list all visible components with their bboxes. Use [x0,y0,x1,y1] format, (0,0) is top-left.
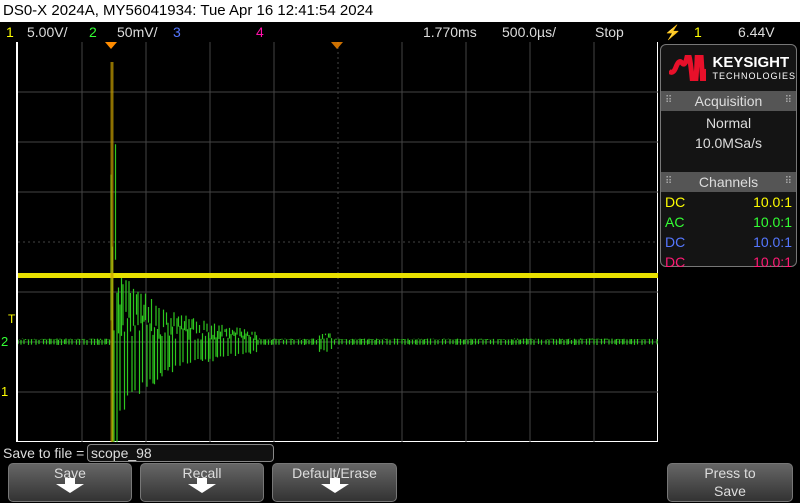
trigger-source[interactable]: 1 [694,22,702,42]
channel-row[interactable]: DC 10.0:1 [661,252,796,272]
acquisition-header[interactable]: Acquisition [661,91,796,111]
ch4-number[interactable]: 4 [256,22,264,42]
default-erase-softkey[interactable]: Default/Erase [272,463,397,502]
rising-edge-icon: ⚡ [664,22,681,42]
delay-reference-marker [331,42,343,49]
run-state[interactable]: Stop [595,22,624,42]
sample-rate: 10.0MSa/s [661,133,796,153]
probe-ratio: 10.0:1 [753,212,792,232]
trigger-position-marker [105,42,117,49]
side-panel: KEYSIGHT TECHNOLOGIES Acquisition Normal… [660,44,797,267]
ch3-number[interactable]: 3 [173,22,181,42]
arrow-down-icon [188,484,216,493]
recall-softkey[interactable]: Recall [140,463,264,502]
acquisition-mode: Normal [661,113,796,133]
ch1-scale[interactable]: 5.00V/ [27,22,67,42]
press-label-2: Save [668,482,792,500]
coupling: AC [665,212,684,232]
filename-input[interactable]: scope_98 [87,444,274,462]
channel-row[interactable]: AC 10.0:1 [661,212,796,232]
channel-row[interactable]: DC 10.0:1 [661,192,796,212]
trigger-level-marker[interactable]: T [8,312,15,326]
trigger-level[interactable]: 6.44V [738,22,775,42]
horizontal-delay[interactable]: 1.770ms [423,22,477,42]
ch1-number[interactable]: 1 [6,22,14,42]
probe-ratio: 10.0:1 [753,192,792,212]
ch2-scale[interactable]: 50mV/ [117,22,157,42]
ch2-ground-marker[interactable]: 2 [1,334,8,349]
timebase[interactable]: 500.0µs/ [502,22,556,42]
ch1-trace [18,273,658,278]
save-softkey[interactable]: Save [8,463,132,502]
window-title: DS0-X 2024A, MY56041934: Tue Apr 16 12:4… [0,0,800,22]
keysight-wave-icon [669,55,706,81]
coupling: DC [665,192,685,212]
channels-header[interactable]: Channels [661,172,796,192]
logo-brand: KEYSIGHT [712,55,796,71]
logo-sub: TECHNOLOGIES [712,71,796,81]
probe-ratio: 10.0:1 [753,232,792,252]
status-bar: 1 5.00V/ 2 50mV/ 3 4 1.770ms 500.0µs/ St… [0,22,800,42]
probe-ratio: 10.0:1 [753,252,792,272]
arrow-down-icon [56,484,84,493]
coupling: DC [665,232,685,252]
waveform-graticule [18,42,658,442]
press-label-1: Press to [668,464,792,482]
save-to-file-label: Save to file = [3,443,84,463]
arrow-down-icon [321,484,349,493]
channel-row[interactable]: DC 10.0:1 [661,232,796,252]
keysight-logo: KEYSIGHT TECHNOLOGIES [661,45,796,91]
waveform-display[interactable] [16,42,658,442]
press-to-save-softkey[interactable]: Press to Save [667,463,793,502]
coupling: DC [665,252,685,272]
ch1-ground-marker[interactable]: 1 [1,384,8,399]
ch2-number[interactable]: 2 [89,22,97,42]
